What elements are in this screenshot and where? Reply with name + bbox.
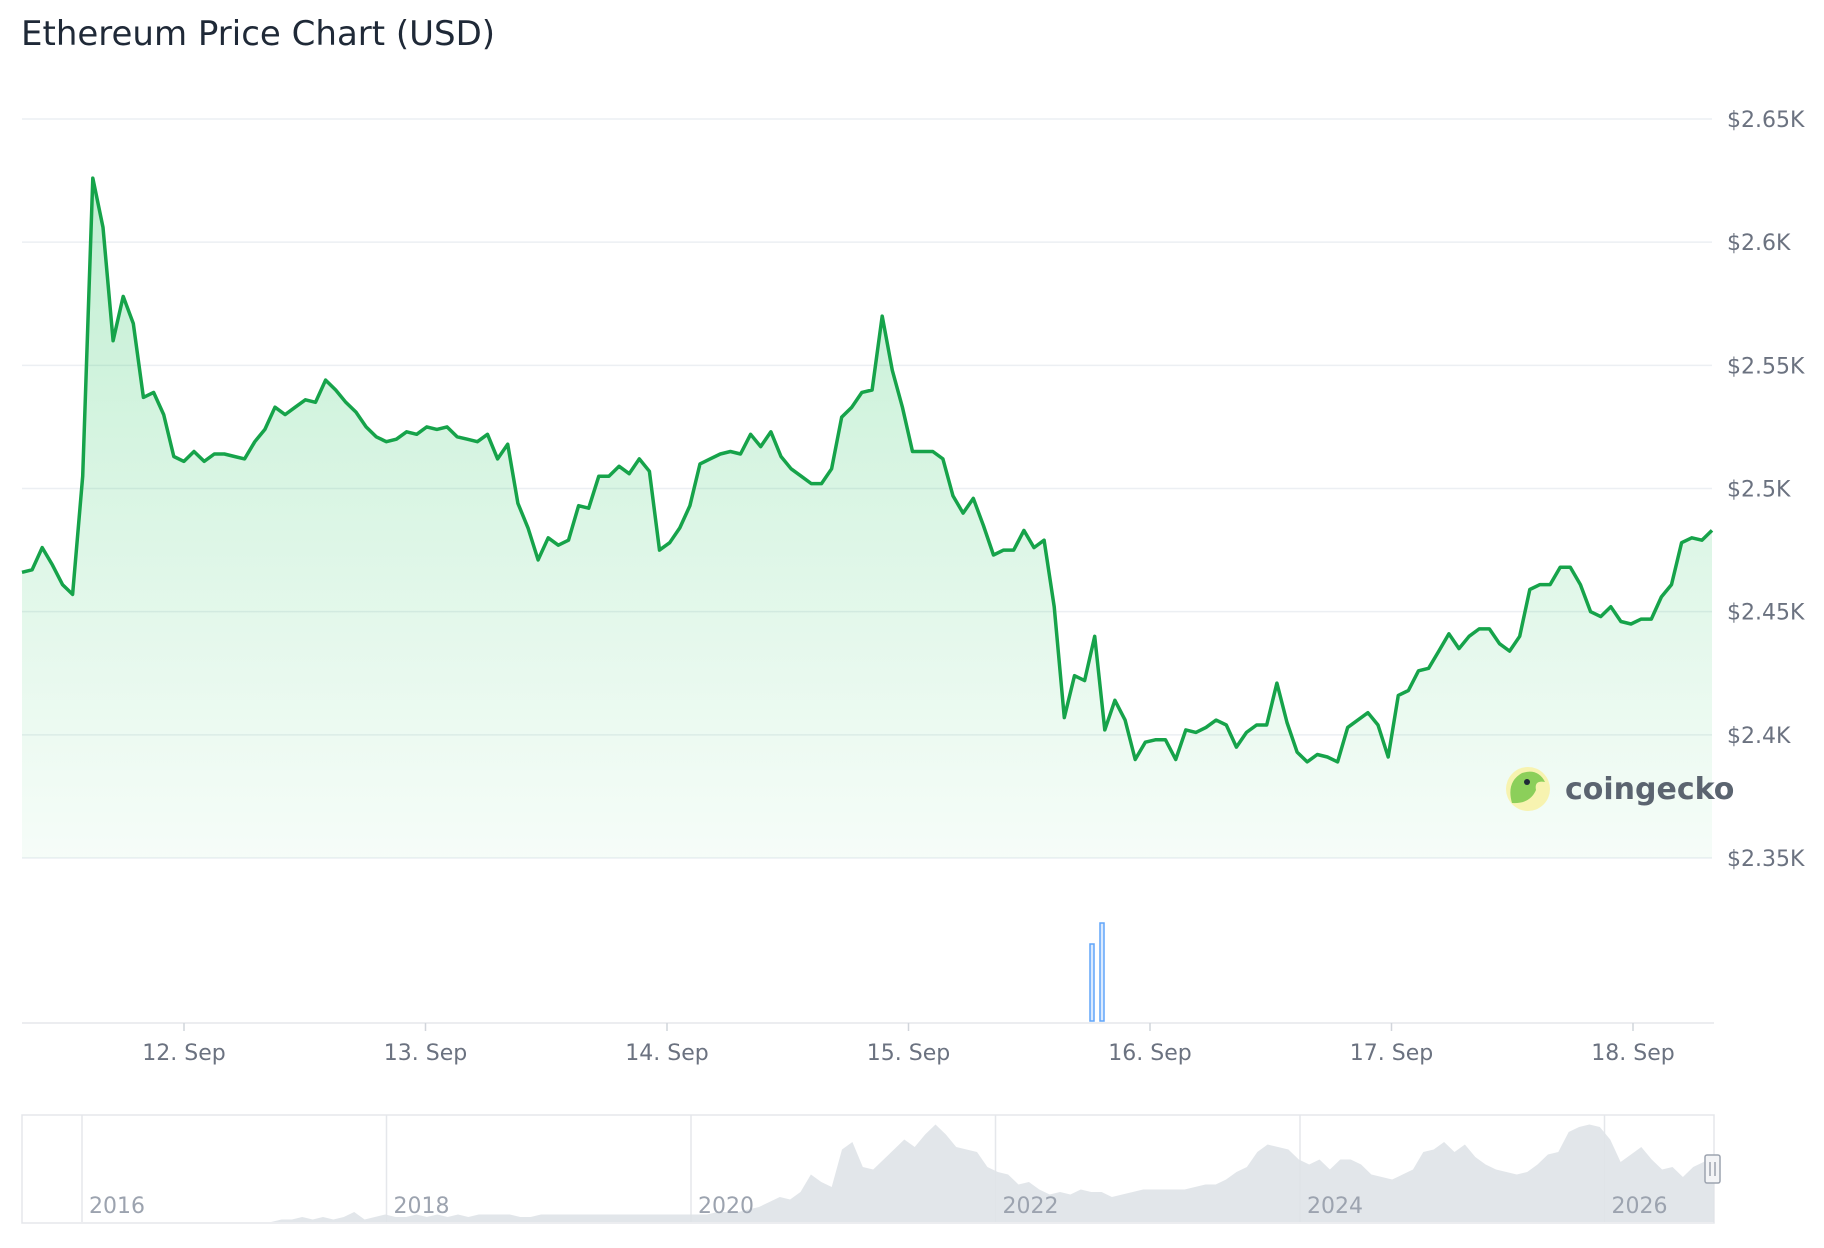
x-tick-label: 16. Sep xyxy=(1108,1041,1191,1066)
y-tick-label: $2.4K xyxy=(1727,724,1791,749)
price-line[interactable] xyxy=(21,176,1714,764)
x-tick-label: 18. Sep xyxy=(1591,1041,1674,1066)
x-tick-label: 14. Sep xyxy=(625,1041,708,1066)
x-tick-label: 12. Sep xyxy=(142,1041,225,1066)
x-tick-label: 15. Sep xyxy=(867,1041,950,1066)
navigator-year-label: 2024 xyxy=(1307,1194,1363,1219)
navigator-year-label: 2016 xyxy=(89,1194,145,1219)
x-tick-label: 13. Sep xyxy=(384,1041,467,1066)
y-tick-label: $2.45K xyxy=(1727,601,1805,626)
chart-title: Ethereum Price Chart (USD) xyxy=(21,14,496,54)
navigator-year-label: 2026 xyxy=(1612,1194,1668,1219)
y-tick-label: $2.5K xyxy=(1727,478,1791,503)
price-area xyxy=(22,178,1712,859)
y-tick-label: $2.6K xyxy=(1727,231,1791,256)
coingecko-watermark: coingecko xyxy=(1506,767,1734,811)
volume-bar xyxy=(1099,922,1105,1022)
navigator-year-label: 2020 xyxy=(698,1194,754,1219)
y-tick-label: $2.35K xyxy=(1727,847,1805,872)
navigator-area xyxy=(22,1124,1714,1222)
volume-bar xyxy=(1089,943,1095,1022)
navigator-handle[interactable] xyxy=(1704,1154,1721,1184)
y-tick-label: $2.55K xyxy=(1727,354,1805,379)
x-tick-label: 17. Sep xyxy=(1350,1041,1433,1066)
y-tick-label: $2.65K xyxy=(1727,108,1805,133)
range-navigator[interactable]: 2016 2018 2020 2022 2024 2026 xyxy=(21,1114,1721,1224)
coingecko-wordmark: coingecko xyxy=(1565,772,1734,807)
navigator-year-label: 2022 xyxy=(1003,1194,1059,1219)
navigator-year-label: 2018 xyxy=(394,1194,450,1219)
